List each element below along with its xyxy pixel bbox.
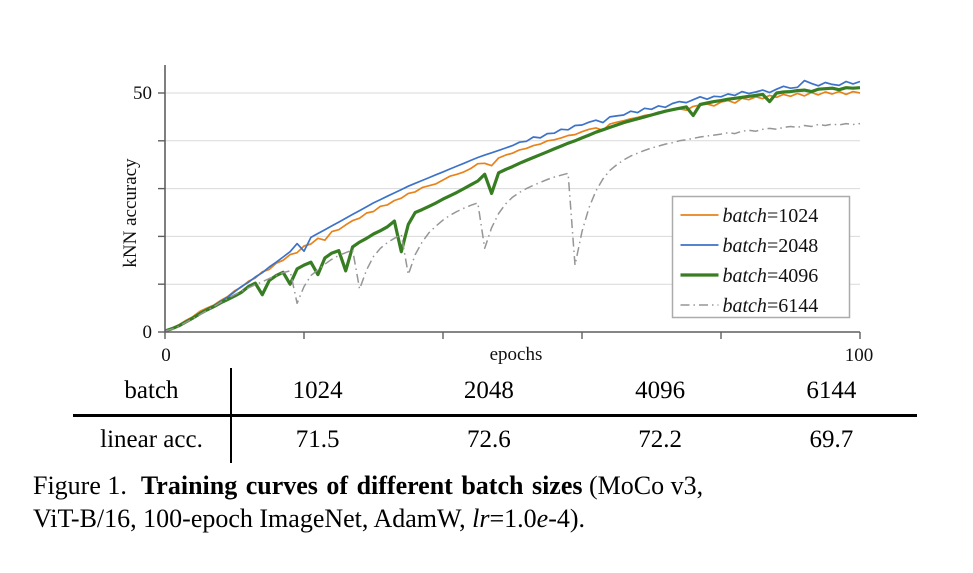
series-line-batch=1024 [164,90,861,332]
caption-tail-2: -4). [548,504,586,533]
xtick-label-0: 0 [161,345,171,366]
xtick-label-100: 100 [845,345,874,366]
legend-label-batch=2048: batch=2048 [723,235,819,257]
series-lines [164,79,861,333]
ytick-label-50: 50 [133,83,152,104]
table-cell-acc-6144: 69.7 [809,426,854,453]
caption-line-1: Figure 1. Training curves of different ba… [33,469,948,502]
legend-label-batch=4096: batch=4096 [723,265,819,287]
legend-label-batch=1024: batch=1024 [723,205,819,227]
table-cell-batch-6144: 6144 [806,377,857,404]
caption-bold-title: Training curves of different batch sizes [140,471,583,500]
table-cell-batch-2048: 2048 [463,377,514,404]
caption-mid: =1.0 [489,504,537,533]
table-header-linear-acc: linear acc. [73,417,232,463]
table-cell-acc-1024: 71.5 [295,426,340,453]
ytick-label-0: 0 [143,322,153,343]
caption-lr-italic: lr [472,504,490,533]
x-axis-title: epochs [490,344,543,365]
caption-line-2: ViT-B/16, 100-epoch ImageNet, AdamW, lr=… [33,502,948,535]
caption-line2-text: ViT-B/16, 100-epoch ImageNet, AdamW, [33,504,473,533]
table-row-linear-acc: linear acc. 71.5 72.6 72.2 69.7 [73,414,917,463]
caption-e-italic: e [536,504,549,533]
table-header-batch: batch [73,368,232,414]
table-cell-batch-4096: 4096 [635,377,686,404]
legend: batch=1024 batch=2048 batch=4096 batch=6144 [671,195,851,319]
caption-figure-label: Figure 1. [33,471,127,500]
table-cell-acc-4096: 72.2 [638,426,682,453]
legend-label-batch=6144: batch=6144 [723,295,819,317]
axes [158,65,861,339]
legend-box [671,195,851,319]
series-line-batch=6144 [164,122,861,332]
y-axis-title: kNN accuracy [120,158,141,268]
series-line-batch=2048 [164,79,861,332]
figure-caption: Figure 1. Training curves of different ba… [33,469,948,535]
table-cell-batch-1024: 1024 [292,377,343,404]
table-cell-acc-2048: 72.6 [467,426,511,453]
caption-tail-1: (MoCo v3, [582,471,704,500]
results-table: batch 1024 2048 4096 6144 linear acc. 71… [73,368,917,463]
knn-accuracy-chart: batch=1024 batch=2048 batch=4096 batch=6144… [120,65,874,366]
table-row-batch: batch 1024 2048 4096 6144 [73,368,917,414]
